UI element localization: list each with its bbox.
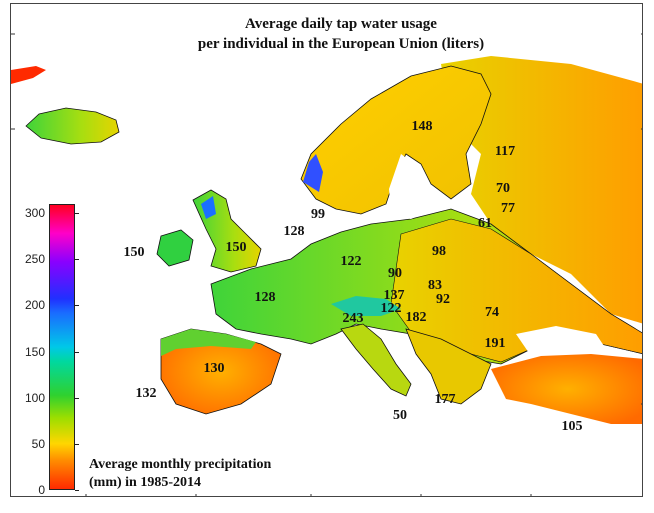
value-slovakia: 83 — [428, 278, 442, 293]
colorbar-tick-label: 50 — [31, 436, 45, 451]
value-estonia-latvia: 77 — [501, 201, 515, 216]
value-netherlands: 128 — [283, 224, 305, 239]
value-lithuania: 61 — [478, 216, 492, 231]
colorbar-tick-label: 300 — [24, 206, 45, 221]
colorbar-label: Average monthly precipitation (mm) in 19… — [89, 456, 271, 492]
colorbar-tick-mark — [75, 490, 79, 491]
colorbar-tick-mark — [75, 305, 79, 307]
colorbar-tick-mark — [75, 213, 79, 215]
italy-shape — [340, 323, 412, 397]
value-poland: 98 — [432, 244, 446, 259]
value-finland: 117 — [494, 144, 516, 159]
value-spain: 130 — [203, 361, 225, 376]
ireland-shape — [156, 229, 194, 267]
value-uk: 150 — [225, 240, 247, 255]
colorbar-tick-mark — [75, 443, 79, 445]
title-line-1: Average daily tap water usage — [245, 16, 437, 32]
colorbar-tick-mark — [75, 259, 79, 261]
value-hungary: 92 — [436, 292, 450, 307]
value-austria: 137 — [383, 288, 405, 303]
scotland-wet-shape — [201, 196, 216, 219]
colorbar-label-line-1: Average monthly precipitation — [89, 457, 272, 472]
map-title: Average daily tap water usage per indivi… — [161, 14, 521, 54]
turkey-shape — [491, 354, 642, 424]
colorbar-tick-label: 0 — [38, 483, 45, 497]
norway-coast-shape — [303, 154, 323, 192]
greenland-shape — [11, 66, 46, 84]
value-denmark: 99 — [311, 207, 325, 222]
value-italy: 243 — [342, 311, 364, 326]
colorbar-tick-mark — [75, 351, 79, 353]
value-bulgaria: 191 — [484, 336, 506, 351]
balkans-shape — [405, 328, 492, 405]
colorbar-tick-label: 150 — [24, 344, 45, 359]
value-france: 128 — [254, 290, 276, 305]
russia-shape — [441, 56, 642, 324]
colorbar-tick-label: 200 — [24, 298, 45, 313]
value-cyprus: 105 — [561, 419, 583, 434]
alps-shape — [331, 296, 401, 316]
precipitation-colorbar — [49, 204, 75, 490]
black-sea-shape — [516, 326, 606, 356]
value-latvia: 70 — [496, 181, 510, 196]
iceland-shape — [25, 107, 120, 145]
europe-map — [11, 33, 642, 496]
colorbar-tick-mark — [75, 397, 79, 399]
colorbar-tick-label: 250 — [24, 252, 45, 267]
value-romania: 74 — [485, 305, 499, 320]
scandinavia-shape — [300, 65, 492, 215]
iberia-north-shape — [161, 329, 256, 356]
britain-shape — [192, 189, 262, 273]
value-portugal: 132 — [135, 386, 157, 401]
value-slovenia: 122 — [380, 301, 402, 316]
value-germany: 122 — [340, 254, 362, 269]
colorbar-tick-label: 100 — [24, 390, 45, 405]
value-sweden: 148 — [411, 119, 433, 134]
value-czechia: 90 — [388, 266, 402, 281]
baltic-sea-shape — [389, 154, 446, 219]
value-ireland: 150 — [123, 245, 145, 260]
title-line-2: per individual in the European Union (li… — [197, 36, 485, 52]
colorbar-label-line-2: (mm) in 1985-2014 — [89, 475, 201, 490]
map-frame: Average daily tap water usage per indivi… — [10, 3, 643, 497]
value-malta: 50 — [393, 408, 407, 423]
value-greece: 177 — [434, 392, 456, 407]
value-croatia: 182 — [405, 310, 427, 325]
